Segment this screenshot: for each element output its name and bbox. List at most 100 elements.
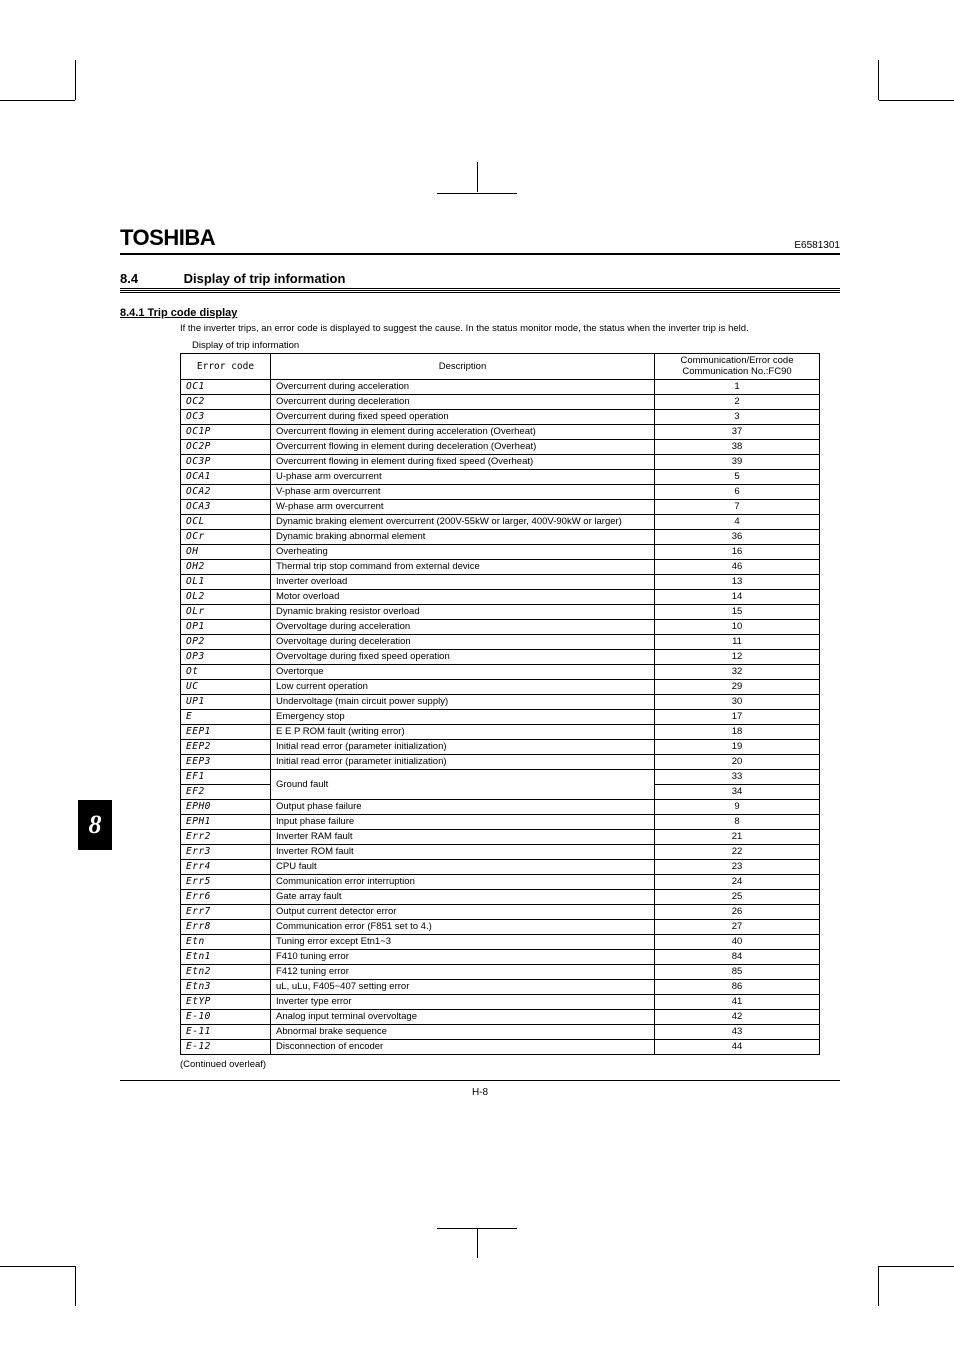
cell-error-code: EF2	[181, 784, 271, 799]
header-description: Description	[271, 353, 655, 379]
cell-error-code: UC	[181, 679, 271, 694]
crop-mark	[0, 1266, 75, 1267]
cell-error-code: Err2	[181, 829, 271, 844]
cell-description: Overvoltage during fixed speed operation	[271, 649, 655, 664]
table-row: EEP1E E P ROM fault (writing error)18	[181, 724, 820, 739]
cell-comm-code: 2	[655, 394, 820, 409]
cell-error-code: E-11	[181, 1024, 271, 1039]
cell-description: Analog input terminal overvoltage	[271, 1009, 655, 1024]
table-row: E-12Disconnection of encoder44	[181, 1039, 820, 1054]
cell-error-code: OL1	[181, 574, 271, 589]
cell-description: U-phase arm overcurrent	[271, 469, 655, 484]
cell-comm-code: 38	[655, 439, 820, 454]
cell-error-code: Err8	[181, 919, 271, 934]
table-caption: Display of trip information	[192, 340, 840, 351]
page-header: TOSHIBA E6581301	[120, 225, 840, 255]
cell-comm-code: 41	[655, 994, 820, 1009]
crop-mark	[437, 193, 517, 194]
table-row: OLrDynamic braking resistor overload15	[181, 604, 820, 619]
cell-description: Inverter overload	[271, 574, 655, 589]
crop-mark	[879, 100, 954, 101]
cell-description: F410 tuning error	[271, 949, 655, 964]
cell-comm-code: 37	[655, 424, 820, 439]
intro-text: If the inverter trips, an error code is …	[180, 323, 840, 336]
body-block: If the inverter trips, an error code is …	[180, 323, 840, 1070]
table-row: OCA3W-phase arm overcurrent7	[181, 499, 820, 514]
header-error-code: Error code	[181, 353, 271, 379]
cell-error-code: Etn1	[181, 949, 271, 964]
cell-error-code: Err7	[181, 904, 271, 919]
cell-error-code: OC3P	[181, 454, 271, 469]
table-row: OCA2V-phase arm overcurrent6	[181, 484, 820, 499]
cell-comm-code: 43	[655, 1024, 820, 1039]
footer-rule	[120, 1080, 840, 1081]
crop-mark	[75, 1266, 76, 1306]
cell-description: Disconnection of encoder	[271, 1039, 655, 1054]
table-row: OCA1U-phase arm overcurrent5	[181, 469, 820, 484]
cell-error-code: OCA1	[181, 469, 271, 484]
cell-description: Communication error (F851 set to 4.)	[271, 919, 655, 934]
cell-comm-code: 8	[655, 814, 820, 829]
crop-mark	[477, 162, 478, 192]
cell-error-code: Etn2	[181, 964, 271, 979]
continued-note: (Continued overleaf)	[180, 1059, 840, 1070]
cell-error-code: EtYP	[181, 994, 271, 1009]
cell-comm-code: 84	[655, 949, 820, 964]
crop-mark	[0, 100, 75, 101]
cell-description: Overcurrent flowing in element during de…	[271, 439, 655, 454]
table-row: Err7Output current detector error26	[181, 904, 820, 919]
table-row: Etn1F410 tuning error84	[181, 949, 820, 964]
table-row: Err2Inverter RAM fault21	[181, 829, 820, 844]
table-row: OP2Overvoltage during deceleration11	[181, 634, 820, 649]
trip-code-table: Error code Description Communication/Err…	[180, 353, 820, 1055]
cell-error-code: Err5	[181, 874, 271, 889]
cell-comm-code: 25	[655, 889, 820, 904]
document-number: E6581301	[794, 240, 840, 251]
table-row: EEP3Initial read error (parameter initia…	[181, 754, 820, 769]
table-row: Err3Inverter ROM fault22	[181, 844, 820, 859]
page-content: TOSHIBA E6581301 8.4 Display of trip inf…	[120, 225, 840, 1098]
cell-comm-code: 46	[655, 559, 820, 574]
section-title: Display of trip information	[184, 271, 346, 286]
cell-comm-code: 85	[655, 964, 820, 979]
cell-comm-code: 7	[655, 499, 820, 514]
table-row: EtnTuning error except Etn1~340	[181, 934, 820, 949]
cell-comm-code: 34	[655, 784, 820, 799]
crop-mark	[878, 60, 879, 100]
cell-description: F412 tuning error	[271, 964, 655, 979]
cell-comm-code: 5	[655, 469, 820, 484]
header-comm-line1: Communication/Error code	[660, 355, 814, 366]
brand-logo: TOSHIBA	[120, 225, 215, 251]
table-row: EPH1Input phase failure8	[181, 814, 820, 829]
cell-description: W-phase arm overcurrent	[271, 499, 655, 514]
table-row: EF1Ground fault33	[181, 769, 820, 784]
cell-description: Abnormal brake sequence	[271, 1024, 655, 1039]
cell-error-code: Err4	[181, 859, 271, 874]
table-row: OP1Overvoltage during acceleration10	[181, 619, 820, 634]
cell-error-code: EF1	[181, 769, 271, 784]
subsection-heading: 8.4.1 Trip code display	[120, 307, 840, 319]
cell-comm-code: 39	[655, 454, 820, 469]
cell-comm-code: 22	[655, 844, 820, 859]
cell-comm-code: 13	[655, 574, 820, 589]
page-number: H-8	[120, 1087, 840, 1098]
cell-error-code: OLr	[181, 604, 271, 619]
cell-comm-code: 20	[655, 754, 820, 769]
cell-description: Thermal trip stop command from external …	[271, 559, 655, 574]
cell-comm-code: 42	[655, 1009, 820, 1024]
cell-description: Inverter ROM fault	[271, 844, 655, 859]
section-number: 8.4	[120, 271, 180, 286]
table-row: OH2Thermal trip stop command from extern…	[181, 559, 820, 574]
cell-comm-code: 27	[655, 919, 820, 934]
cell-description: Overcurrent flowing in element during fi…	[271, 454, 655, 469]
table-row: Etn3uL, uLu, F405~407 setting error86	[181, 979, 820, 994]
cell-comm-code: 86	[655, 979, 820, 994]
cell-error-code: UP1	[181, 694, 271, 709]
cell-description: Motor overload	[271, 589, 655, 604]
cell-error-code: OC2	[181, 394, 271, 409]
cell-description: Undervoltage (main circuit power supply)	[271, 694, 655, 709]
table-row: UP1Undervoltage (main circuit power supp…	[181, 694, 820, 709]
cell-comm-code: 12	[655, 649, 820, 664]
cell-error-code: E	[181, 709, 271, 724]
cell-error-code: Err3	[181, 844, 271, 859]
